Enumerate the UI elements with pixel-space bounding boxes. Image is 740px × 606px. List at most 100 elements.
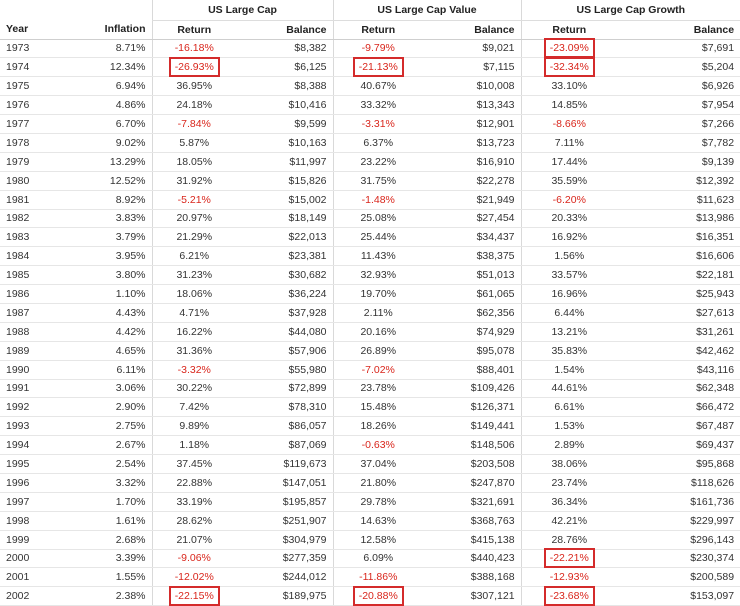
cell-inflation: 8.92% [68, 190, 152, 210]
cell-lc-return: 5.87% [151, 133, 236, 153]
cell-lg-balance: $230,374 [617, 549, 740, 569]
cell-lc-balance: $10,416 [236, 95, 334, 116]
table-row: 1979 13.29% 18.05% $11,997 23.22% $16,910 17.4… [0, 152, 740, 172]
table-row: 1973 8.71% -16.18% $8,382 -9.79% $9,021 -23.09… [0, 38, 740, 59]
cell-lv-return: -11.86% [332, 567, 424, 588]
table-row: 2000 3.39% -9.06% $277,359 6.09% $440,423 -22.… [0, 548, 740, 569]
cell-lv-return: 33.32% [332, 95, 424, 116]
cell-lv-return: -0.63% [332, 435, 424, 456]
cell-lc-return: -5.21% [151, 190, 236, 210]
cell-year: 1984 [0, 246, 68, 267]
cell-year: 1976 [0, 95, 68, 116]
cell-lv-return: 15.48% [332, 397, 424, 418]
cell-lg-return: -23.68% [520, 586, 618, 606]
cell-lc-return: 37.45% [151, 454, 236, 474]
cell-lg-return: 44.61% [520, 379, 618, 399]
cell-lg-return: 35.83% [520, 341, 618, 361]
table-row: 1983 3.79% 21.29% $22,013 25.44% $34,437 16.92… [0, 227, 740, 248]
highlighted-return: -26.93% [168, 57, 220, 78]
cell-lc-balance: $8,382 [236, 39, 334, 59]
table-row: 1974 12.34% -26.93% $6,125 -21.13% $7,115 -32.… [0, 57, 740, 78]
table-row: 1991 3.06% 30.22% $72,899 23.78% $109,426 44.6… [0, 379, 740, 399]
cell-lv-balance: $307,121 [423, 586, 522, 606]
cell-lv-balance: $51,013 [423, 265, 522, 286]
cell-lc-return: 31.92% [151, 171, 236, 191]
cell-lv-return: -21.13% [332, 57, 424, 78]
col-header-lv-return: Return [332, 20, 424, 40]
cell-lg-return: 23.74% [520, 473, 618, 493]
cell-lg-return: -8.66% [520, 114, 618, 134]
cell-lg-return: 6.61% [520, 397, 618, 418]
cell-year: 1993 [0, 416, 68, 437]
cell-inflation: 2.54% [68, 454, 152, 474]
cell-inflation: 2.38% [68, 586, 152, 606]
cell-lg-return: 1.53% [520, 416, 618, 437]
table-row: 1995 2.54% 37.45% $119,673 37.04% $203,508 38.… [0, 454, 740, 474]
cell-lg-balance: $62,348 [617, 379, 740, 399]
cell-lc-return: 9.89% [151, 416, 236, 437]
cell-lv-return: 2.11% [332, 303, 424, 323]
cell-lv-balance: $321,691 [423, 492, 522, 512]
cell-inflation: 4.42% [68, 322, 152, 342]
cell-lg-balance: $25,943 [617, 284, 740, 304]
cell-lv-return: -9.79% [332, 39, 424, 59]
cell-lc-balance: $189,975 [236, 586, 334, 606]
table-row: 1985 3.80% 31.23% $30,682 32.93% $51,013 33.57… [0, 265, 740, 286]
cell-lc-return: 21.07% [151, 530, 236, 550]
cell-lg-balance: $95,868 [617, 454, 740, 474]
cell-lg-balance: $22,181 [617, 265, 740, 286]
cell-lc-return: 20.97% [151, 209, 236, 229]
cell-lg-return: 2.89% [520, 435, 618, 456]
cell-lv-balance: $7,115 [423, 57, 522, 78]
cell-lc-balance: $119,673 [236, 454, 334, 474]
cell-lv-return: 19.70% [332, 284, 424, 304]
cell-lg-balance: $27,613 [617, 303, 740, 323]
cell-lc-return: -9.06% [151, 549, 236, 569]
cell-year: 2001 [0, 567, 68, 588]
cell-lv-return: 21.80% [332, 473, 424, 493]
cell-inflation: 4.43% [68, 303, 152, 323]
cell-inflation: 4.86% [68, 95, 152, 116]
cell-lg-return: -12.93% [520, 567, 618, 588]
cell-lc-balance: $36,224 [236, 284, 334, 304]
cell-lv-return: 29.78% [332, 492, 424, 512]
cell-lg-balance: $7,691 [617, 39, 740, 59]
cell-lv-balance: $109,426 [423, 379, 522, 399]
cell-inflation: 2.75% [68, 416, 152, 437]
cell-lg-balance: $9,139 [617, 152, 740, 172]
cell-lv-balance: $368,763 [423, 511, 522, 531]
cell-inflation: 2.90% [68, 397, 152, 418]
cell-inflation: 9.02% [68, 133, 152, 153]
cell-lg-return: 36.34% [520, 492, 618, 512]
cell-year: 1989 [0, 341, 68, 361]
cell-inflation: 3.06% [68, 379, 152, 399]
cell-year: 1986 [0, 284, 68, 304]
cell-year: 1979 [0, 152, 68, 172]
cell-lg-balance: $7,954 [617, 95, 740, 116]
cell-lv-balance: $203,508 [423, 454, 522, 474]
table-row: 1999 2.68% 21.07% $304,979 12.58% $415,138 28.… [0, 530, 740, 550]
cell-lg-return: 16.92% [520, 227, 618, 248]
cell-year: 1978 [0, 133, 68, 153]
cell-lg-return: -23.09% [520, 38, 618, 59]
cell-lv-balance: $12,901 [423, 114, 522, 134]
cell-lg-return: 1.54% [520, 360, 618, 380]
cell-lv-return: -3.31% [332, 114, 424, 134]
table-row: 1986 1.10% 18.06% $36,224 19.70% $61,065 16.96… [0, 284, 740, 304]
cell-lg-balance: $6,926 [617, 76, 740, 97]
table-row: 1980 12.52% 31.92% $15,826 31.75% $22,278 35.5… [0, 171, 740, 191]
cell-lv-return: 18.26% [332, 416, 424, 437]
cell-lv-balance: $247,870 [423, 473, 522, 493]
cell-lg-balance: $12,392 [617, 171, 740, 191]
cell-lg-return: 42.21% [520, 511, 618, 531]
table-row: 2002 2.38% -22.15% $189,975 -20.88% $307,121 -… [0, 586, 740, 606]
cell-lv-return: 37.04% [332, 454, 424, 474]
cell-lv-return: 25.44% [332, 227, 424, 248]
cell-lc-return: 16.22% [151, 322, 236, 342]
cell-lg-return: -32.34% [520, 57, 618, 78]
cell-year: 1991 [0, 379, 68, 399]
cell-lc-return: 30.22% [151, 379, 236, 399]
cell-lv-balance: $74,929 [423, 322, 522, 342]
cell-lv-balance: $388,168 [423, 567, 522, 588]
